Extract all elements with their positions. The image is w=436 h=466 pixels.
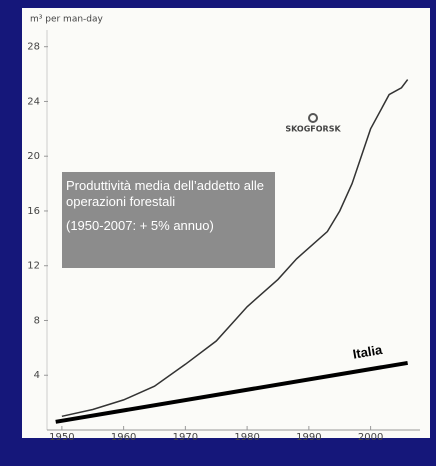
x-tick-label: 1980 xyxy=(234,432,259,443)
y-tick-label: 28 xyxy=(27,42,40,53)
logo: SKOGFORSK xyxy=(285,125,341,134)
series-label: Italia xyxy=(352,342,384,362)
x-tick-label: 1970 xyxy=(173,432,198,443)
y-axis-label: m³ per man-day xyxy=(30,15,104,25)
annotation-box: Produttività media dell’addetto alle ope… xyxy=(62,172,275,268)
x-tick-label: 2000 xyxy=(358,432,383,443)
annotation: (1950-2007: + 5% annuo) xyxy=(66,218,214,233)
annotation: Produttività media dell’addetto alle ope… xyxy=(66,178,265,209)
productivity-line xyxy=(61,79,409,418)
y-tick-label: 12 xyxy=(27,261,40,272)
y-tick-label: 24 xyxy=(27,96,40,107)
x-tick-label: 1990 xyxy=(296,432,321,443)
italia-line xyxy=(55,360,408,424)
y-tick-label: 4 xyxy=(34,370,40,381)
y-tick-label: 20 xyxy=(27,151,40,162)
y-tick-label: 16 xyxy=(27,206,40,217)
x-tick-label: 1960 xyxy=(111,432,136,443)
y-tick-label: 8 xyxy=(34,315,40,326)
logo-icon xyxy=(308,113,318,123)
x-tick-label: 1950 xyxy=(49,432,74,443)
